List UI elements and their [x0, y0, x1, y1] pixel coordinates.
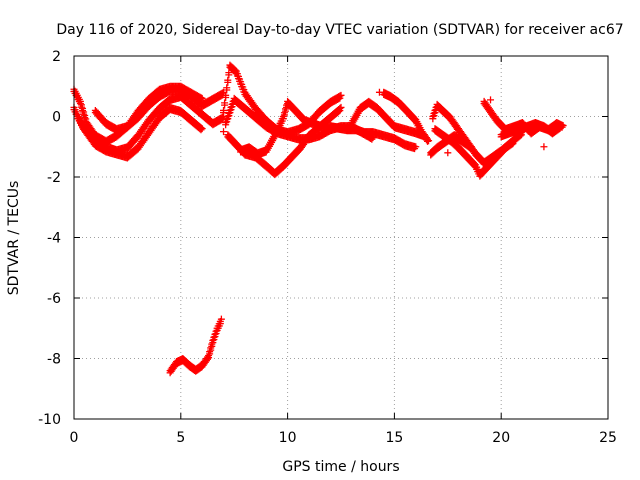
data-point: [221, 101, 229, 109]
data-point: [412, 143, 420, 151]
data-point: [222, 94, 230, 102]
data-point: [444, 149, 452, 157]
data-point: [225, 71, 233, 79]
data-point: [222, 121, 230, 129]
series-track-15: [497, 119, 565, 141]
x-axis-label: GPS time / hours: [282, 459, 399, 475]
data-point: [80, 110, 88, 118]
data-point: [76, 100, 84, 108]
data-point: [337, 103, 345, 111]
data-point: [204, 355, 211, 363]
series-track-10: [380, 88, 433, 145]
data-point: [510, 137, 518, 145]
data-point: [228, 103, 236, 111]
data-point: [226, 109, 234, 117]
data-point: [216, 320, 224, 328]
series-track-8: [237, 97, 420, 159]
y-tick-label: 2: [52, 49, 61, 65]
data-point: [198, 94, 206, 102]
x-tick-label: 10: [279, 430, 297, 446]
y-tick-label: -10: [38, 412, 61, 428]
data-point: [335, 108, 343, 116]
x-tick-label: 20: [492, 430, 510, 446]
data-point: [81, 114, 89, 122]
data-point: [227, 106, 235, 114]
data-point: [220, 128, 228, 136]
data-point: [224, 78, 232, 86]
series-track-4: [91, 82, 206, 135]
data-point: [77, 103, 85, 111]
y-tick-label: -6: [47, 291, 61, 307]
plot-frame: [73, 55, 609, 420]
x-tick-label: 25: [599, 430, 617, 446]
data-point: [281, 107, 289, 115]
data-point: [424, 137, 432, 145]
data-point: [211, 333, 219, 340]
data-point: [206, 350, 214, 358]
data-point: [217, 315, 225, 323]
data-point: [375, 88, 383, 96]
data-point: [280, 111, 288, 119]
data-point: [198, 125, 206, 133]
data-point: [220, 109, 228, 117]
chart-title: Day 116 of 2020, Sidereal Day-to-day VTE…: [56, 22, 623, 38]
series-track-13: [427, 131, 475, 159]
data-point: [467, 143, 475, 151]
data-point: [557, 122, 565, 130]
data-point: [205, 354, 213, 362]
series-track-3: [74, 103, 206, 162]
x-tick-label: 0: [70, 430, 79, 446]
data-point: [431, 109, 439, 117]
data-point: [430, 112, 438, 120]
data-point: [207, 346, 215, 354]
y-tick-label: 0: [52, 110, 61, 126]
data-point: [337, 91, 345, 99]
data-point: [466, 144, 474, 152]
data-point: [208, 342, 216, 350]
data-point: [225, 112, 233, 120]
data-point: [425, 137, 433, 145]
data-point: [197, 96, 205, 104]
data-point: [540, 143, 548, 151]
data-point: [210, 336, 218, 344]
series-track-16: [166, 315, 225, 377]
data-point: [223, 118, 231, 126]
data-point: [224, 115, 232, 123]
data-point: [79, 107, 87, 115]
data-point: [197, 126, 205, 134]
data-point: [429, 115, 437, 123]
y-tick-label: -2: [47, 170, 61, 186]
outlier-points: [220, 88, 548, 157]
data-point: [223, 86, 231, 94]
data-layer: [70, 61, 567, 377]
y-tick-label: -4: [47, 231, 61, 247]
x-tick-label: 15: [385, 430, 403, 446]
y-tick-label: -8: [47, 352, 61, 368]
data-point: [336, 107, 344, 115]
grid-layer: [74, 56, 608, 419]
data-point: [212, 329, 220, 337]
y-axis-label: SDTVAR / TECUs: [6, 181, 22, 296]
data-point: [487, 96, 495, 104]
data-point: [279, 115, 287, 123]
data-point: [209, 339, 217, 347]
series-track-9: [348, 97, 428, 140]
x-tick-label: 5: [176, 430, 185, 446]
